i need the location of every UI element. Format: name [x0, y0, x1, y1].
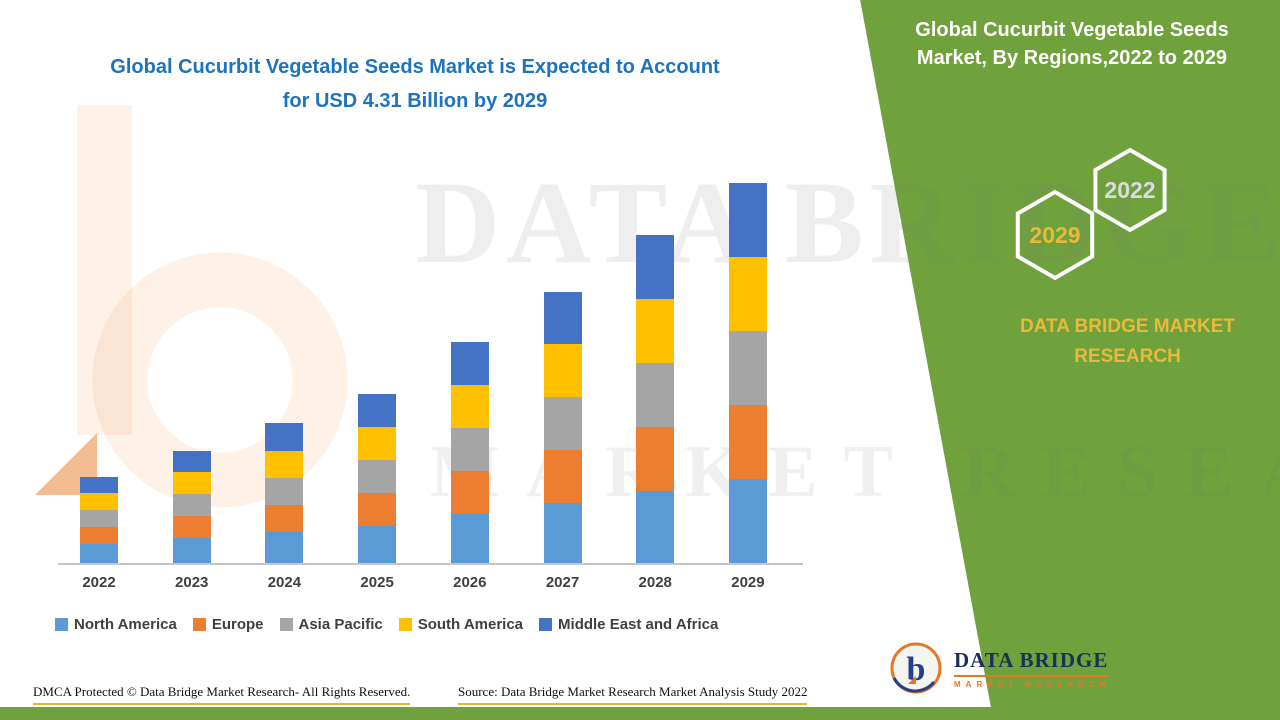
legend-item-europe: Europe: [192, 616, 264, 633]
x-axis-labels: 2022 2023 2024 2025 2026 2027 2028 2029: [58, 574, 803, 591]
brand-text: DATA BRIDGE MARKET RESEARCH: [1020, 316, 1235, 368]
hexagon-2029-label: 2029: [1029, 222, 1080, 248]
green-bottom-strip: [0, 707, 1280, 720]
segment-south-america-2024: [265, 451, 304, 478]
x-axis-label-2023: 2023: [175, 574, 209, 591]
bar-2025: [358, 394, 397, 563]
segment-europe-2027: [543, 450, 582, 503]
hexagon-2022-label: 2022: [1104, 177, 1155, 203]
watermark-logo: [15, 85, 415, 520]
segment-north-america-2027: [543, 503, 582, 563]
segment-middle-east-and-africa-2026: [450, 342, 489, 385]
segment-north-america-2026: [450, 514, 489, 563]
hexagon-2022-shape: [1093, 147, 1167, 233]
segment-europe-2025: [358, 493, 397, 526]
segment-asia-pacific-2028: [636, 363, 675, 427]
dmca-notice: DMCA Protected © Data Bridge Market Rese…: [33, 684, 411, 705]
bar-2029: [728, 183, 767, 563]
segment-south-america-2025: [358, 427, 397, 460]
segment-asia-pacific-2029: [728, 331, 767, 405]
segment-north-america-2022: [80, 544, 118, 563]
page-title-line1: Global Cucurbit Vegetable Seeds Market i…: [110, 56, 720, 78]
company-logo-icon: b: [890, 642, 942, 694]
watermark-text-1: DATA BRIDGE: [415, 157, 1280, 288]
segment-asia-pacific-2024: [265, 478, 304, 505]
segment-south-america-2022: [80, 493, 118, 510]
bar-2027: [543, 292, 582, 563]
segment-middle-east-and-africa-2023: [172, 451, 211, 472]
segment-middle-east-and-africa-2027: [543, 292, 582, 344]
segment-south-america-2027: [543, 344, 582, 397]
segment-middle-east-and-africa-2028: [636, 235, 675, 299]
segment-north-america-2028: [636, 491, 675, 563]
page-title: Global Cucurbit Vegetable Seeds Market i…: [55, 50, 775, 118]
x-axis-label-2027: 2027: [545, 574, 580, 591]
chart-legend: North America Europe Asia Pacific South Ame…: [55, 616, 830, 633]
legend-swatch-north-america: [55, 618, 68, 631]
segment-middle-east-and-africa-2022: [80, 477, 118, 493]
segment-asia-pacific-2023: [172, 494, 211, 516]
segment-europe-2028: [636, 427, 675, 491]
segment-middle-east-and-africa-2029: [728, 183, 767, 257]
bar-group: [58, 183, 803, 563]
x-axis-label-2028: 2028: [638, 574, 672, 591]
bar-2028: [636, 235, 675, 563]
segment-asia-pacific-2027: [543, 397, 582, 450]
segment-north-america-2029: [728, 479, 767, 563]
x-axis-label-2024: 2024: [267, 574, 302, 591]
segment-north-america-2023: [172, 538, 211, 563]
x-axis-label-2026: 2026: [453, 574, 487, 591]
legend-item-middle-east-and-africa: Middle East and Africa: [539, 616, 718, 633]
panel-title: Global Cucurbit Vegetable Seeds Market, …: [888, 16, 1256, 72]
hexagon-2029-shape: [1015, 189, 1095, 281]
legend-label-europe: Europe: [211, 616, 264, 633]
segment-south-america-2028: [636, 299, 675, 363]
segment-asia-pacific-2022: [80, 510, 118, 527]
legend-item-north-america: North America: [55, 616, 177, 633]
source-note: Source: Data Bridge Market Research Mark…: [458, 684, 808, 705]
legend-label-middle-east-and-africa: Middle East and Africa: [558, 616, 719, 633]
segment-south-america-2023: [172, 472, 211, 494]
company-logo-rule: [954, 674, 1111, 677]
segment-asia-pacific-2025: [358, 460, 397, 493]
segment-north-america-2025: [358, 526, 397, 563]
bar-2026: [450, 342, 489, 563]
x-axis-label-2022: 2022: [82, 574, 116, 591]
segment-asia-pacific-2026: [450, 428, 489, 471]
legend-label-south-america: South America: [417, 616, 524, 633]
legend-label-north-america: North America: [74, 616, 177, 633]
legend-item-south-america: South America: [398, 616, 524, 633]
chart-plot-area: [58, 183, 803, 565]
segment-south-america-2029: [728, 257, 767, 331]
legend-swatch-middle-east-and-africa: [539, 618, 553, 631]
company-logo-name: DATA BRIDGE: [954, 647, 1109, 672]
segment-middle-east-and-africa-2025: [358, 394, 397, 427]
legend-swatch-asia-pacific: [279, 618, 293, 631]
legend-item-asia-pacific: Asia Pacific: [279, 616, 383, 633]
segment-middle-east-and-africa-2024: [265, 423, 304, 451]
segment-europe-2022: [80, 527, 118, 544]
company-logo: b DATA BRIDGE MARKET RESEARCH: [888, 640, 1111, 696]
x-axis-label-2025: 2025: [360, 574, 394, 591]
segment-north-america-2024: [265, 532, 304, 563]
legend-swatch-europe: [192, 618, 206, 631]
panel-title-line2: Market, By Regions,2022 to 2029: [916, 47, 1228, 69]
segment-south-america-2026: [450, 385, 489, 428]
segment-europe-2023: [172, 516, 211, 538]
bar-2024: [265, 423, 304, 563]
company-logo-subtitle: MARKET RESEARCH: [954, 679, 1111, 689]
segment-europe-2026: [450, 471, 489, 514]
page-title-line2: for USD 4.31 Billion by 2029: [282, 90, 548, 112]
legend-label-asia-pacific: Asia Pacific: [298, 616, 383, 633]
svg-text:b: b: [907, 651, 926, 688]
legend-swatch-south-america: [398, 618, 412, 631]
bar-2023: [172, 451, 211, 563]
panel-title-line1: Global Cucurbit Vegetable Seeds: [915, 19, 1229, 41]
hexagon-badges: 2022 2029: [1015, 147, 1167, 281]
segment-europe-2029: [728, 405, 767, 479]
bar-2022: [80, 477, 118, 563]
segment-europe-2024: [265, 505, 304, 532]
x-axis-label-2029: 2029: [731, 574, 765, 591]
